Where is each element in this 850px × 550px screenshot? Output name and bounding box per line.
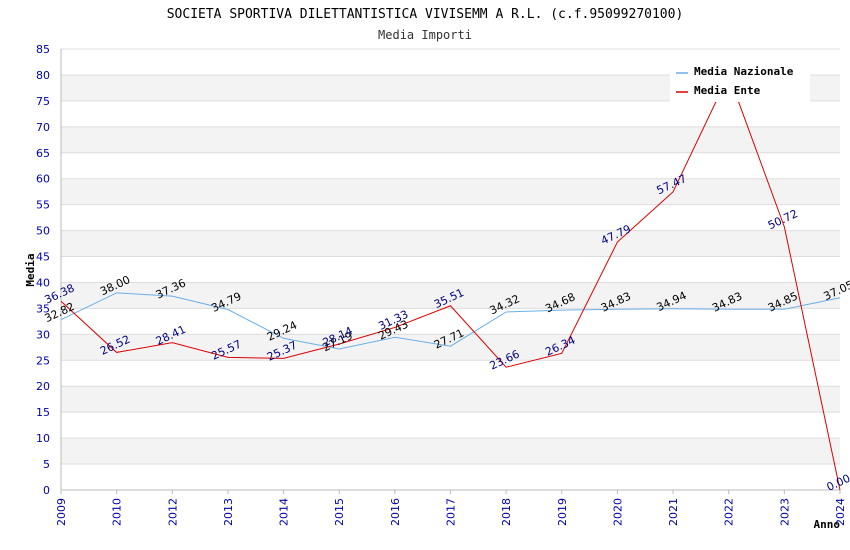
- y-tick-label: 80: [36, 69, 50, 82]
- y-tick-label: 60: [36, 173, 50, 186]
- gridlines: [61, 48, 840, 491]
- legend: Media Nazionale Media Ente: [670, 58, 810, 102]
- series-line-media-nazionale: [60, 292, 841, 350]
- x-tick-label: 2019: [556, 498, 569, 526]
- y-tick-label: 40: [36, 276, 50, 289]
- y-tick-label: 50: [36, 225, 50, 238]
- y-tick-label: 5: [43, 458, 50, 471]
- y-tick-label: 0: [43, 484, 50, 497]
- y-tick-label: 55: [36, 199, 50, 212]
- x-tick-label: 2013: [222, 498, 235, 526]
- grid-band: [61, 230, 840, 257]
- grid-band: [61, 282, 840, 309]
- legend-label-media-ente: Media Ente: [694, 84, 761, 97]
- x-tick-label: 2017: [445, 498, 458, 526]
- x-tick-labels: 2009 2010 2012 2013 2014 2015 2016 2017 2018 2019…: [55, 498, 847, 526]
- x-tick-label: 2022: [723, 498, 736, 526]
- legend-box: [670, 58, 810, 102]
- x-tick-label: 2018: [500, 498, 513, 526]
- chart-subtitle: Media Importi: [378, 28, 472, 42]
- x-axis-title: Anno: [814, 518, 841, 531]
- y-tick-label: 70: [36, 121, 50, 134]
- grid-band: [61, 178, 840, 205]
- y-tick-label: 45: [36, 251, 50, 264]
- grid-band: [61, 386, 840, 413]
- x-tick-label: 2014: [278, 498, 291, 526]
- series-line-media-ente: [60, 73, 841, 491]
- y-tick-label: 15: [36, 406, 50, 419]
- x-tick-label: 2012: [166, 498, 179, 526]
- y-tick-label: 35: [36, 302, 50, 315]
- y-tick-label: 65: [36, 147, 50, 160]
- y-tick-label: 10: [36, 432, 50, 445]
- grid-band: [61, 438, 840, 465]
- data-label: 50.72: [766, 207, 800, 232]
- x-tick-label: 2021: [667, 498, 680, 526]
- y-axis-title: Media: [24, 253, 37, 286]
- y-tick-label: 25: [36, 354, 50, 367]
- grid-band: [61, 126, 840, 153]
- x-tick-label: 2010: [111, 498, 124, 526]
- x-tick-label: 2009: [55, 498, 68, 526]
- axes: [60, 49, 841, 494]
- y-tick-label: 75: [36, 95, 50, 108]
- y-tick-label: 85: [36, 43, 50, 56]
- legend-label-media-nazionale: Media Nazionale: [694, 65, 794, 78]
- x-tick-label: 2023: [778, 498, 791, 526]
- x-tick-label: 2024: [834, 498, 847, 526]
- y-tick-label: 30: [36, 328, 50, 341]
- chart-title: SOCIETA SPORTIVA DILETTANTISTICA VIVISEM…: [167, 7, 684, 22]
- x-tick-label: 2020: [611, 498, 624, 526]
- y-tick-labels: 0 5 10 15 20 25 30 35 40 45 50 55 60 65 70 75 80 85: [36, 43, 50, 497]
- x-tick-label: 2016: [389, 498, 402, 526]
- x-tick-label: 2015: [333, 498, 346, 526]
- series-lines: [60, 73, 841, 491]
- y-tick-label: 20: [36, 380, 50, 393]
- plot-background: [61, 74, 840, 465]
